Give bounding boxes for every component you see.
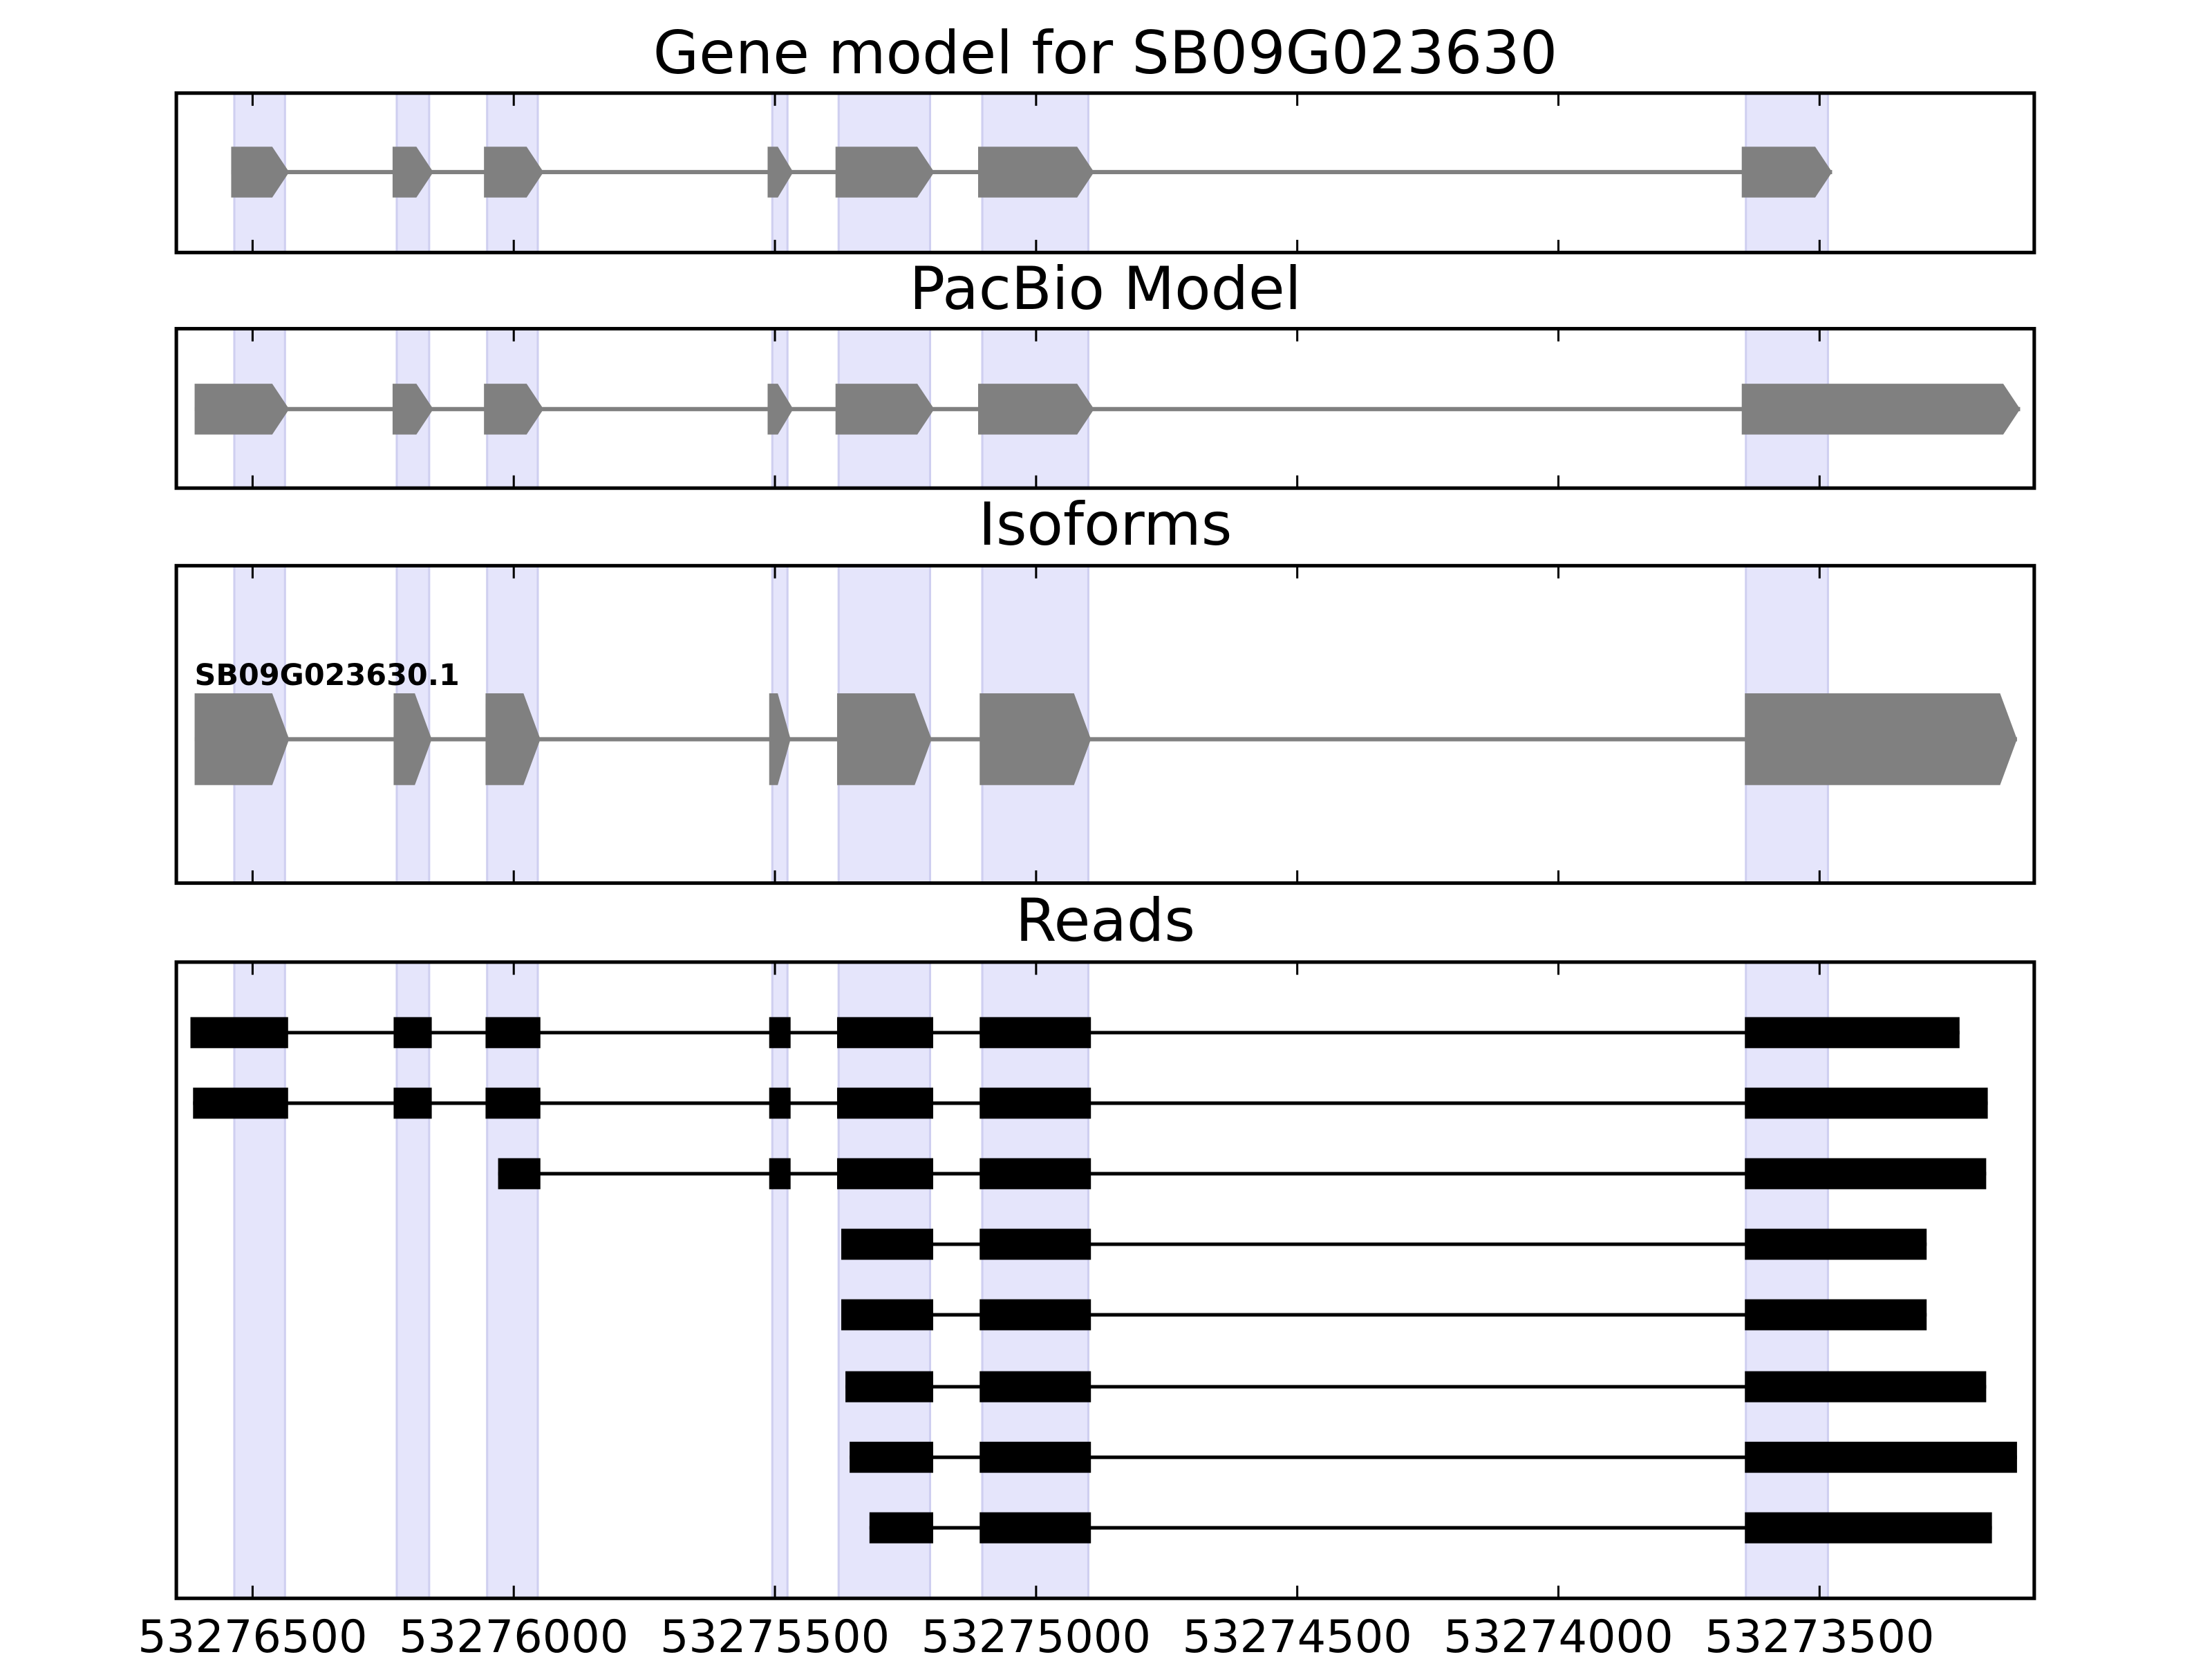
read-block	[393, 1017, 432, 1049]
read-block	[841, 1299, 934, 1331]
exon	[977, 147, 1094, 198]
read-block	[980, 1017, 1091, 1049]
exon	[835, 147, 935, 198]
x-tick-label: 53273500	[1705, 1611, 1934, 1659]
exon	[484, 147, 544, 198]
read-block	[1745, 1017, 1960, 1049]
exon	[1741, 384, 2021, 435]
read-block	[1745, 1512, 1992, 1544]
read-block	[769, 1087, 791, 1119]
exon-highlight	[771, 961, 789, 1600]
read-block	[980, 1512, 1091, 1544]
exon	[980, 693, 1091, 785]
read-block	[845, 1371, 934, 1403]
exon	[977, 384, 1094, 435]
panel: Isoforms SB09G023630.1	[174, 490, 2036, 885]
read-block	[193, 1087, 288, 1119]
track-name: SB09G023630.1	[195, 658, 460, 693]
read-block	[1745, 1371, 1987, 1403]
exon	[194, 384, 290, 435]
exon	[485, 693, 541, 785]
exon	[392, 384, 433, 435]
exon-highlight	[486, 961, 539, 1600]
exon-highlight	[395, 961, 431, 1600]
read-block	[485, 1087, 541, 1119]
exon-highlight	[1745, 961, 1829, 1600]
read-block	[980, 1228, 1091, 1260]
read-block	[190, 1017, 288, 1049]
exon	[194, 693, 290, 785]
panel: Gene model for SB09G023630	[174, 19, 2036, 254]
x-tick-label: 53274000	[1443, 1611, 1673, 1659]
exon	[769, 693, 791, 785]
read-block	[980, 1158, 1091, 1190]
panel-frame	[174, 326, 2036, 490]
read-block	[1745, 1087, 1988, 1119]
exon	[835, 384, 935, 435]
exon	[1745, 693, 2017, 785]
panel-title: Reads	[1015, 886, 1195, 955]
x-tick-label: 53275500	[660, 1611, 890, 1659]
read-block	[980, 1087, 1091, 1119]
read-block	[841, 1228, 934, 1260]
x-tick-label: 53276000	[399, 1611, 628, 1659]
panel-title: Gene model for SB09G023630	[653, 19, 1557, 88]
read-block	[1745, 1158, 1987, 1190]
read-block	[1745, 1441, 2017, 1473]
exon	[392, 147, 433, 198]
panel-title: PacBio Model	[909, 254, 1301, 324]
read-block	[393, 1087, 432, 1119]
read-block	[769, 1158, 791, 1190]
x-tick-label: 53274500	[1182, 1611, 1412, 1659]
read-block	[869, 1512, 934, 1544]
exon	[231, 147, 290, 198]
exon	[1741, 147, 1833, 198]
read-block	[980, 1299, 1091, 1331]
read-block	[836, 1087, 934, 1119]
read-block	[980, 1371, 1091, 1403]
exon	[393, 693, 432, 785]
panel-frame	[174, 563, 2036, 885]
x-tick-label: 53275000	[921, 1611, 1151, 1659]
exon	[836, 693, 932, 785]
exon	[484, 384, 544, 435]
exon-highlight	[837, 961, 931, 1600]
panel-title: Isoforms	[979, 490, 1232, 559]
read-block	[769, 1017, 791, 1049]
exon	[767, 147, 794, 198]
read-block	[1745, 1228, 1927, 1260]
exon	[767, 384, 794, 435]
panel-frame	[174, 91, 2036, 254]
x-tick-label: 53276500	[138, 1611, 367, 1659]
exon-highlight	[981, 961, 1089, 1600]
panel-frame	[174, 960, 2036, 1600]
panel: Reads 53276500 53276000 53275500 53275000 532…	[138, 886, 2036, 1659]
read-block	[836, 1158, 934, 1190]
exon-highlight	[233, 961, 286, 1600]
panel: PacBio Model	[174, 254, 2036, 490]
read-block	[980, 1441, 1091, 1473]
read-block	[498, 1158, 541, 1190]
read-block	[850, 1441, 934, 1473]
read-block	[485, 1017, 541, 1049]
read-block	[836, 1017, 934, 1049]
read-block	[1745, 1299, 1927, 1331]
